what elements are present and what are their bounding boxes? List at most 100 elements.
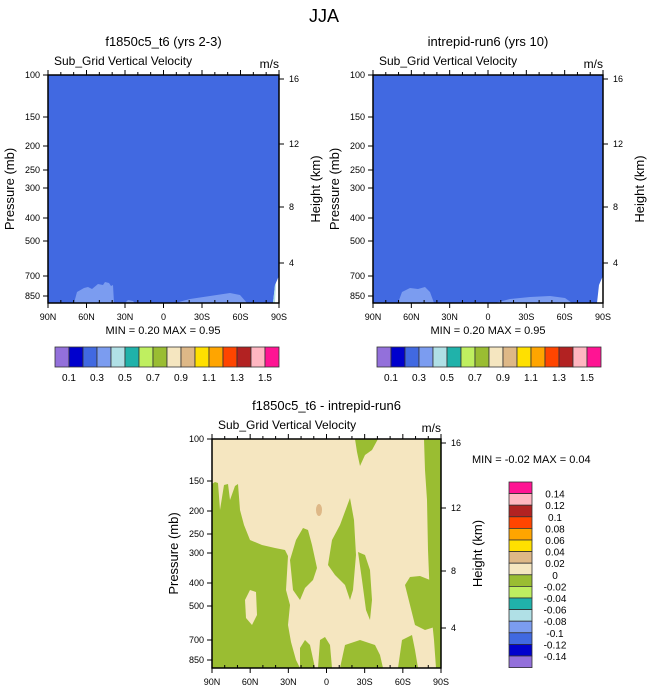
field-patch bbox=[245, 590, 257, 625]
colorbar-label: 1.5 bbox=[580, 373, 594, 384]
x-tick-label: 30S bbox=[357, 677, 373, 687]
field-patch bbox=[175, 293, 247, 303]
colorbar-label: 0.5 bbox=[118, 373, 132, 384]
colorbar-swatch bbox=[508, 551, 533, 564]
y-right-tick-label: 8 bbox=[289, 202, 294, 212]
stat-min: -0.02 bbox=[505, 454, 530, 466]
colorbar-swatch bbox=[508, 481, 533, 495]
colorbar-swatch bbox=[96, 346, 112, 368]
y-tick-label: 500 bbox=[25, 236, 40, 246]
y-right-tick-label: 12 bbox=[613, 139, 623, 149]
field-patch bbox=[273, 283, 276, 303]
x-tick-label: 60N bbox=[403, 312, 420, 322]
y-tick-label: 250 bbox=[350, 165, 365, 175]
panel-subtitle: Sub_Grid Vertical Velocity bbox=[218, 418, 356, 432]
panel-title: intrepid-run6 (yrs 10) bbox=[428, 34, 549, 49]
colorbar-swatch bbox=[508, 620, 533, 634]
colorbar-swatch bbox=[544, 346, 560, 368]
colorbar-label: 0.7 bbox=[468, 373, 482, 384]
colorbar-swatch bbox=[432, 346, 448, 368]
colorbar-label: 0.1 bbox=[384, 373, 398, 384]
colorbar-swatch bbox=[418, 346, 434, 368]
colorbar-swatch bbox=[446, 346, 462, 368]
panel-subtitle: Sub_Grid Vertical Velocity bbox=[54, 54, 192, 68]
y-right-tick-label: 16 bbox=[289, 74, 299, 84]
colorbar-swatch bbox=[508, 644, 533, 657]
x-tick-label: 60N bbox=[78, 312, 95, 322]
x-tick-label: 0 bbox=[324, 677, 329, 687]
colorbar-swatch bbox=[508, 586, 533, 599]
colorbar-swatch bbox=[508, 516, 533, 529]
colorbar-label: 0.3 bbox=[412, 373, 426, 384]
field-patch bbox=[340, 640, 383, 668]
y-right-tick-label: 4 bbox=[451, 623, 456, 633]
panel-2: intrepid-run6 (yrs 10) Sub_Grid Vertical … bbox=[327, 34, 647, 337]
y-right-tick-label: 16 bbox=[451, 438, 461, 448]
field-patch bbox=[597, 277, 603, 303]
field-background bbox=[373, 75, 603, 303]
colorbar-swatch bbox=[152, 346, 168, 368]
field-patch bbox=[398, 635, 418, 668]
field-patch bbox=[290, 528, 317, 600]
colorbar-swatch bbox=[194, 346, 210, 368]
y-tick-label: 150 bbox=[350, 112, 365, 122]
colorbar-swatch bbox=[508, 539, 533, 553]
colorbar-label: 0.12 bbox=[545, 501, 565, 512]
field-patch bbox=[328, 498, 356, 600]
y-right-tick-label: 12 bbox=[289, 139, 299, 149]
main-title: JJA bbox=[309, 6, 339, 26]
field-patch bbox=[355, 439, 378, 466]
stat-max: 0.95 bbox=[199, 325, 220, 337]
panel-title: f1850c5_t6 (yrs 2-3) bbox=[105, 34, 221, 49]
units-label: m/s bbox=[422, 421, 441, 435]
colorbar-swatch bbox=[264, 346, 280, 368]
y-tick-label: 400 bbox=[25, 213, 40, 223]
colorbar-label: 0.14 bbox=[545, 490, 565, 501]
y-axis-label: Pressure (mb) bbox=[327, 148, 342, 230]
colorbar-horizontal-1: 0.1 0.3 0.5 0.7 0.9 1.1 1.3 1.5 bbox=[54, 346, 280, 384]
y-tick-label: 850 bbox=[25, 291, 40, 301]
stat-min: 0.20 bbox=[138, 325, 159, 337]
colorbar-swatch bbox=[508, 655, 533, 669]
colorbar-swatch bbox=[222, 346, 238, 368]
stat-min-label: MIN = bbox=[472, 454, 502, 466]
y-tick-label: 200 bbox=[350, 141, 365, 151]
y-tick-label: 100 bbox=[350, 70, 365, 80]
colorbar-label: -0.02 bbox=[544, 582, 567, 593]
y-right-axis-label: Height (km) bbox=[632, 155, 647, 222]
y-tick-label: 700 bbox=[350, 271, 365, 281]
x-tick-label: 0 bbox=[485, 312, 490, 322]
field-patch bbox=[212, 482, 300, 668]
colorbar-swatch bbox=[376, 346, 392, 368]
x-tick-label: 90S bbox=[595, 312, 611, 322]
y-tick-label: 400 bbox=[189, 578, 204, 588]
colorbar-swatch bbox=[404, 346, 420, 368]
colorbar-label: 0.5 bbox=[440, 373, 454, 384]
y-tick-label: 100 bbox=[25, 70, 40, 80]
colorbar-label: 0.1 bbox=[548, 513, 562, 524]
y-tick-label: 500 bbox=[189, 601, 204, 611]
colorbar-swatch bbox=[236, 346, 252, 368]
colorbar-swatch bbox=[558, 346, 574, 368]
colorbar-swatch bbox=[488, 346, 504, 368]
y-tick-label: 200 bbox=[25, 141, 40, 151]
colorbar-swatch bbox=[390, 346, 406, 368]
colorbar-label: 0.02 bbox=[545, 559, 565, 570]
y-right-axis-label: Height (km) bbox=[470, 520, 485, 587]
units-label: m/s bbox=[584, 57, 603, 71]
x-tick-label: 30S bbox=[518, 312, 534, 322]
colorbar-label: 0.04 bbox=[545, 548, 565, 559]
field-patch bbox=[358, 552, 372, 620]
colorbar-swatch bbox=[508, 574, 533, 587]
y-right-tick-label: 8 bbox=[613, 202, 618, 212]
x-tick-label: 60S bbox=[232, 312, 248, 322]
field-patch bbox=[316, 504, 322, 516]
colorbar-swatch bbox=[166, 346, 182, 368]
y-right-tick-label: 12 bbox=[451, 503, 461, 513]
colorbar-swatch bbox=[508, 597, 533, 611]
colorbar-label: 0.3 bbox=[90, 373, 104, 384]
colorbar-swatch bbox=[530, 346, 546, 368]
y-right-axis-label: Height (km) bbox=[308, 155, 323, 222]
y-tick-label: 100 bbox=[189, 434, 204, 444]
